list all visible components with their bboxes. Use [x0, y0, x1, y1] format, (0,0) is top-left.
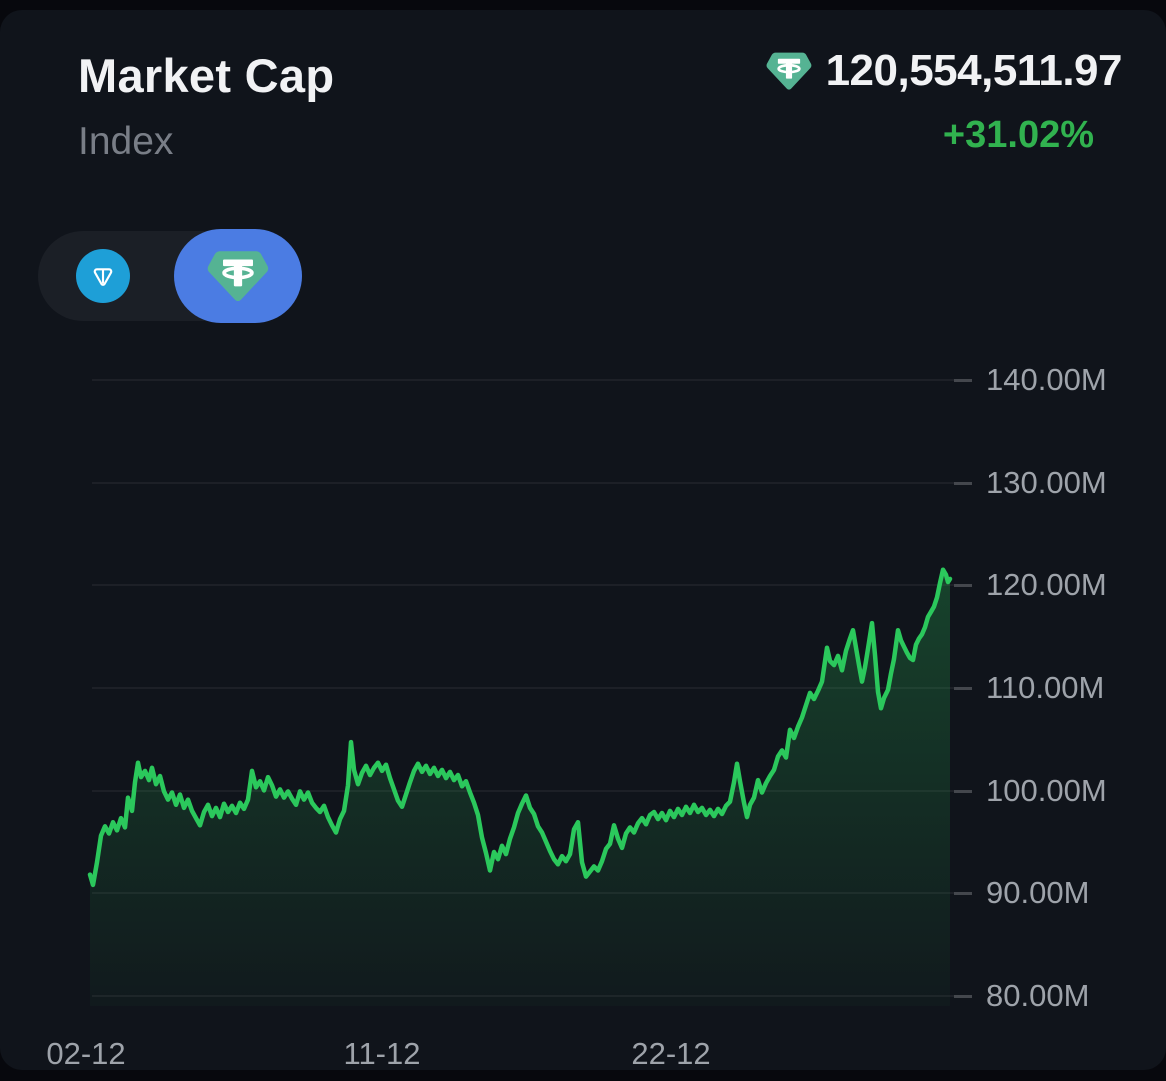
y-tick-mark [954, 379, 972, 382]
y-tick-mark [954, 481, 972, 485]
y-tick-mark [954, 687, 972, 690]
y-tick-mark [954, 584, 972, 588]
y-axis-label: 100.00M [986, 772, 1107, 808]
gridline [92, 687, 954, 689]
gridline [92, 481, 954, 484]
market-cap-card: Market Cap Index 120,554,511.97 +31.02% [0, 10, 1166, 1071]
ton-icon [93, 268, 113, 286]
toggle-option-tether[interactable] [174, 229, 302, 323]
change-percent: +31.02% [942, 114, 1094, 156]
headline-value-row: 120,554,511.97 [766, 46, 1123, 96]
y-tick-mark [954, 995, 972, 998]
chart-line [87, 567, 953, 888]
page-title: Market Cap [78, 49, 335, 102]
market-cap-value: 120,554,511.97 [825, 46, 1123, 95]
y-tick-mark [954, 789, 972, 793]
y-tick-mark [954, 892, 972, 896]
x-axis-label: 11-12 [343, 1036, 421, 1071]
y-axis-label: 110.00M [986, 670, 1105, 705]
y-axis-label: 90.00M [986, 875, 1090, 911]
x-axis-label: 22-12 [631, 1036, 711, 1071]
y-axis-label: 80.00M [986, 978, 1090, 1013]
market-cap-chart[interactable] [0, 10, 1166, 1081]
tether-icon [766, 52, 811, 90]
y-axis-label: 130.00M [986, 464, 1107, 500]
tether-icon [207, 251, 269, 302]
gridline [92, 379, 954, 381]
toggle-option-ton[interactable] [76, 249, 130, 303]
gridline [92, 584, 954, 587]
gridline [92, 789, 954, 792]
y-axis-label: 140.00M [986, 362, 1107, 397]
chart-area-fill [90, 569, 950, 1006]
y-axis-label: 120.00M [986, 567, 1107, 603]
page-subtitle: Index [78, 120, 174, 163]
x-axis-label: 02-12 [46, 1036, 126, 1071]
asset-toggle [38, 229, 302, 323]
